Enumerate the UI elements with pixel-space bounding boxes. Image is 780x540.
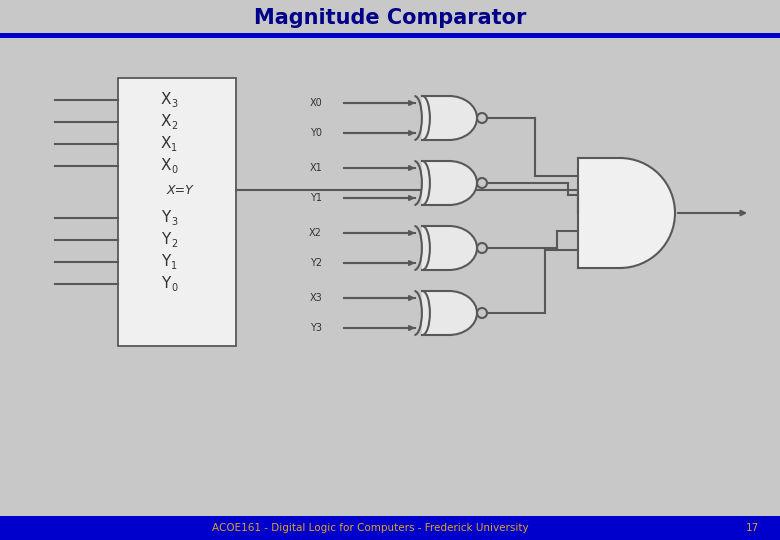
Text: 2: 2 xyxy=(171,239,177,249)
Text: X: X xyxy=(161,159,172,173)
Text: 0: 0 xyxy=(171,165,177,175)
Text: X0: X0 xyxy=(309,98,322,108)
Text: 3: 3 xyxy=(171,217,177,227)
Text: 0: 0 xyxy=(171,283,177,293)
Text: X=Y: X=Y xyxy=(167,184,193,197)
Text: 1: 1 xyxy=(171,143,177,153)
Text: X3: X3 xyxy=(309,293,322,303)
Text: Y: Y xyxy=(161,211,171,226)
Text: Y: Y xyxy=(161,233,171,247)
Polygon shape xyxy=(423,291,477,335)
Text: 17: 17 xyxy=(746,523,759,533)
Text: 1: 1 xyxy=(171,261,177,271)
Bar xyxy=(0,33,780,38)
Text: ACOE161 - Digital Logic for Computers - Frederick University: ACOE161 - Digital Logic for Computers - … xyxy=(211,523,528,533)
Text: Y1: Y1 xyxy=(310,193,322,203)
Polygon shape xyxy=(578,158,675,268)
Bar xyxy=(118,78,236,346)
Bar xyxy=(0,516,780,540)
Polygon shape xyxy=(423,226,477,270)
Text: Y0: Y0 xyxy=(310,128,322,138)
Polygon shape xyxy=(423,161,477,205)
Text: X2: X2 xyxy=(309,228,322,238)
Text: X1: X1 xyxy=(309,163,322,173)
Text: Y3: Y3 xyxy=(310,323,322,333)
Text: 3: 3 xyxy=(171,99,177,109)
Text: X: X xyxy=(161,114,172,130)
Text: Y2: Y2 xyxy=(310,258,322,268)
Polygon shape xyxy=(423,96,477,140)
Text: 2: 2 xyxy=(171,121,177,131)
Text: Magnitude Comparator: Magnitude Comparator xyxy=(254,8,526,28)
Text: Y: Y xyxy=(161,276,171,292)
Text: X: X xyxy=(161,137,172,152)
Text: X: X xyxy=(161,92,172,107)
Text: Y: Y xyxy=(161,254,171,269)
